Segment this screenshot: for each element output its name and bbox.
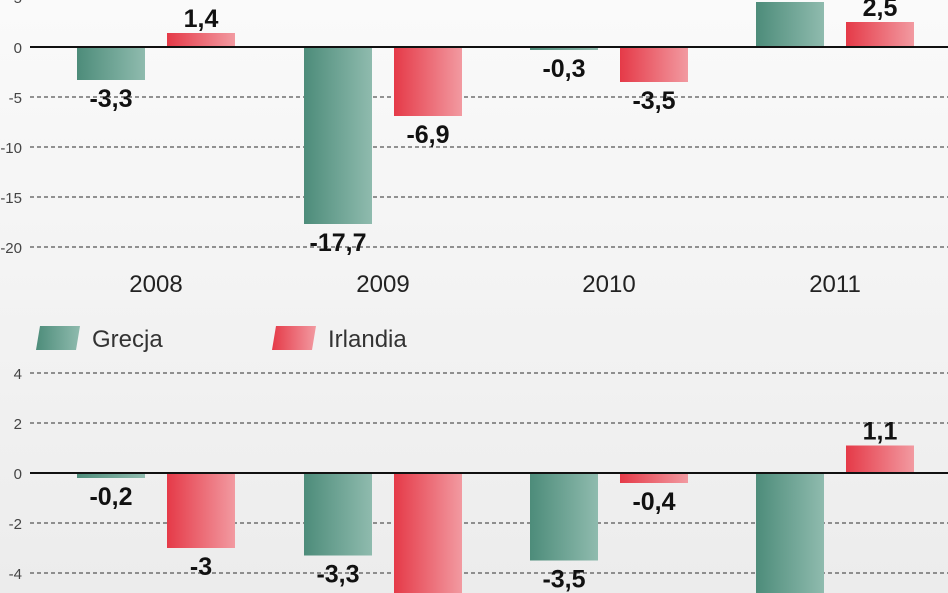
bar-greece-2011 [756, 2, 824, 47]
y-tick-label: -10 [0, 140, 22, 157]
data-label-greece-2009: -17,7 [310, 229, 367, 257]
x-tick-label-2010: 2010 [582, 271, 635, 298]
data-label-greece-2008: -3,3 [89, 85, 132, 113]
data-label-ireland-2011: 2,5 [863, 0, 898, 22]
bar-ireland-2011 [846, 445, 914, 473]
y-tick-label: 0 [14, 466, 22, 483]
bar-greece-2009 [304, 473, 372, 556]
data-label-greece-2010: -0,3 [542, 55, 585, 83]
x-tick-label-2011: 2011 [809, 271, 861, 298]
bar-greece-2008 [77, 473, 145, 478]
y-tick-label: 0 [14, 40, 22, 57]
bar-ireland-2010 [620, 473, 688, 483]
y-tick-label: -2 [9, 516, 22, 533]
bar-greece-2010 [530, 473, 598, 561]
bar-greece-2009 [304, 47, 372, 224]
y-tick-label: -4 [9, 566, 22, 583]
data-label-ireland-2008: 1,4 [184, 5, 219, 33]
bar-greece-2008 [77, 47, 145, 80]
bar-greece-2011 [756, 473, 824, 593]
data-label-ireland-2011: 1,1 [863, 418, 898, 446]
legend: Grecja Irlandia [36, 326, 407, 353]
y-tick-label: 4 [14, 366, 22, 383]
data-label-ireland-2008: -3 [190, 553, 212, 581]
y-tick-label: -5 [9, 90, 22, 107]
chart-top: 5 0 -5 -10 -15 -20 -3,3 -17,7 -0,3 1,4 -6,9 -3,5 2,5 [0, 0, 948, 257]
data-label-ireland-2010: -0,4 [632, 488, 675, 516]
bar-greece-2010 [530, 47, 598, 50]
y-tick-label: 5 [14, 0, 22, 7]
bar-ireland-2008 [167, 473, 235, 548]
x-tick-label-2009: 2009 [356, 271, 409, 298]
data-label-ireland-2010: -3,5 [632, 87, 675, 115]
legend-label-greece: Grecja [92, 326, 163, 353]
data-label-greece-2009: -3,3 [316, 561, 359, 589]
bar-ireland-2011 [846, 22, 914, 47]
y-tick-label: -20 [0, 240, 22, 257]
y-tick-label: -15 [0, 190, 22, 207]
year-axis: 2008 2009 2010 2011 [129, 271, 861, 298]
y-tick-label: 2 [14, 416, 22, 433]
data-label-greece-2008: -0,2 [89, 483, 132, 511]
legend-swatch-greece [36, 326, 80, 350]
data-label-ireland-2009: -6,9 [406, 121, 449, 149]
bar-ireland-2009 [394, 47, 462, 116]
chart-bottom: 4 2 0 -2 -4 -0,2 -3,3 -3,5 -3 -0,4 1,1 [9, 366, 948, 593]
x-tick-label-2008: 2008 [129, 271, 182, 298]
legend-label-ireland: Irlandia [328, 326, 407, 353]
data-label-greece-2010: -3,5 [542, 566, 585, 593]
bar-ireland-2008 [167, 33, 235, 47]
bar-ireland-2010 [620, 47, 688, 82]
legend-swatch-ireland [272, 326, 316, 350]
bar-ireland-2009 [394, 473, 462, 593]
